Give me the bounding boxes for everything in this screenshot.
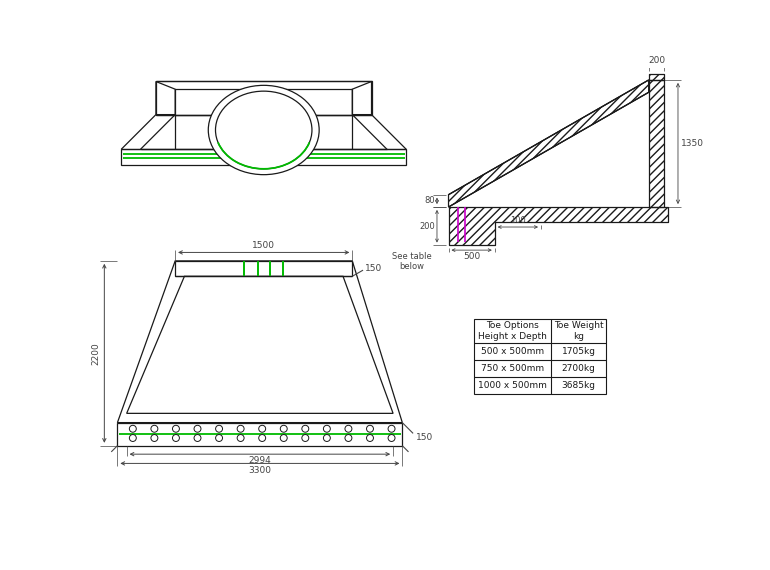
Text: 2700kg: 2700kg: [562, 364, 595, 373]
Ellipse shape: [323, 434, 330, 441]
Text: 2200: 2200: [92, 342, 100, 365]
Polygon shape: [648, 74, 664, 80]
Ellipse shape: [259, 434, 266, 441]
Text: 150: 150: [416, 433, 434, 442]
Text: 100: 100: [510, 217, 526, 226]
Ellipse shape: [345, 434, 352, 441]
Ellipse shape: [194, 434, 201, 441]
Ellipse shape: [151, 434, 158, 441]
Text: 1000 x 500mm: 1000 x 500mm: [478, 381, 547, 390]
Ellipse shape: [323, 425, 330, 432]
Ellipse shape: [280, 425, 287, 432]
Text: 150: 150: [365, 264, 382, 273]
Ellipse shape: [208, 86, 320, 174]
Text: 3300: 3300: [249, 466, 271, 475]
Text: 1705kg: 1705kg: [561, 347, 596, 356]
Ellipse shape: [216, 91, 312, 169]
Text: 2994: 2994: [249, 457, 271, 466]
Ellipse shape: [194, 425, 201, 432]
Ellipse shape: [216, 434, 223, 441]
Ellipse shape: [388, 425, 395, 432]
Text: 1500: 1500: [253, 241, 275, 250]
Ellipse shape: [172, 434, 179, 441]
Ellipse shape: [129, 434, 136, 441]
Text: 200: 200: [648, 55, 665, 64]
Bar: [474, 319, 607, 394]
Ellipse shape: [216, 425, 223, 432]
Text: 200: 200: [419, 222, 434, 231]
Text: Toe Options
Height x Depth: Toe Options Height x Depth: [478, 321, 547, 341]
Ellipse shape: [388, 434, 395, 441]
Bar: [117, 422, 403, 446]
Polygon shape: [648, 80, 664, 207]
Ellipse shape: [367, 434, 373, 441]
Polygon shape: [448, 80, 648, 207]
Bar: [122, 149, 407, 165]
Ellipse shape: [151, 425, 158, 432]
Text: 750 x 500mm: 750 x 500mm: [481, 364, 544, 373]
Ellipse shape: [129, 425, 136, 432]
Ellipse shape: [280, 434, 287, 441]
Ellipse shape: [259, 425, 266, 432]
Text: Toe Weight
kg: Toe Weight kg: [554, 321, 604, 341]
Ellipse shape: [345, 425, 352, 432]
Bar: [176, 261, 352, 276]
Text: 500 x 500mm: 500 x 500mm: [481, 347, 544, 356]
Text: 80: 80: [424, 196, 434, 205]
Text: 500: 500: [463, 252, 480, 260]
Ellipse shape: [172, 425, 179, 432]
Text: 3685kg: 3685kg: [561, 381, 596, 390]
Ellipse shape: [302, 434, 309, 441]
Ellipse shape: [367, 425, 373, 432]
Ellipse shape: [237, 434, 244, 441]
Ellipse shape: [302, 425, 309, 432]
Text: 1350: 1350: [681, 139, 704, 148]
Ellipse shape: [237, 425, 244, 432]
Text: See table
below: See table below: [392, 252, 431, 271]
Polygon shape: [448, 207, 668, 246]
